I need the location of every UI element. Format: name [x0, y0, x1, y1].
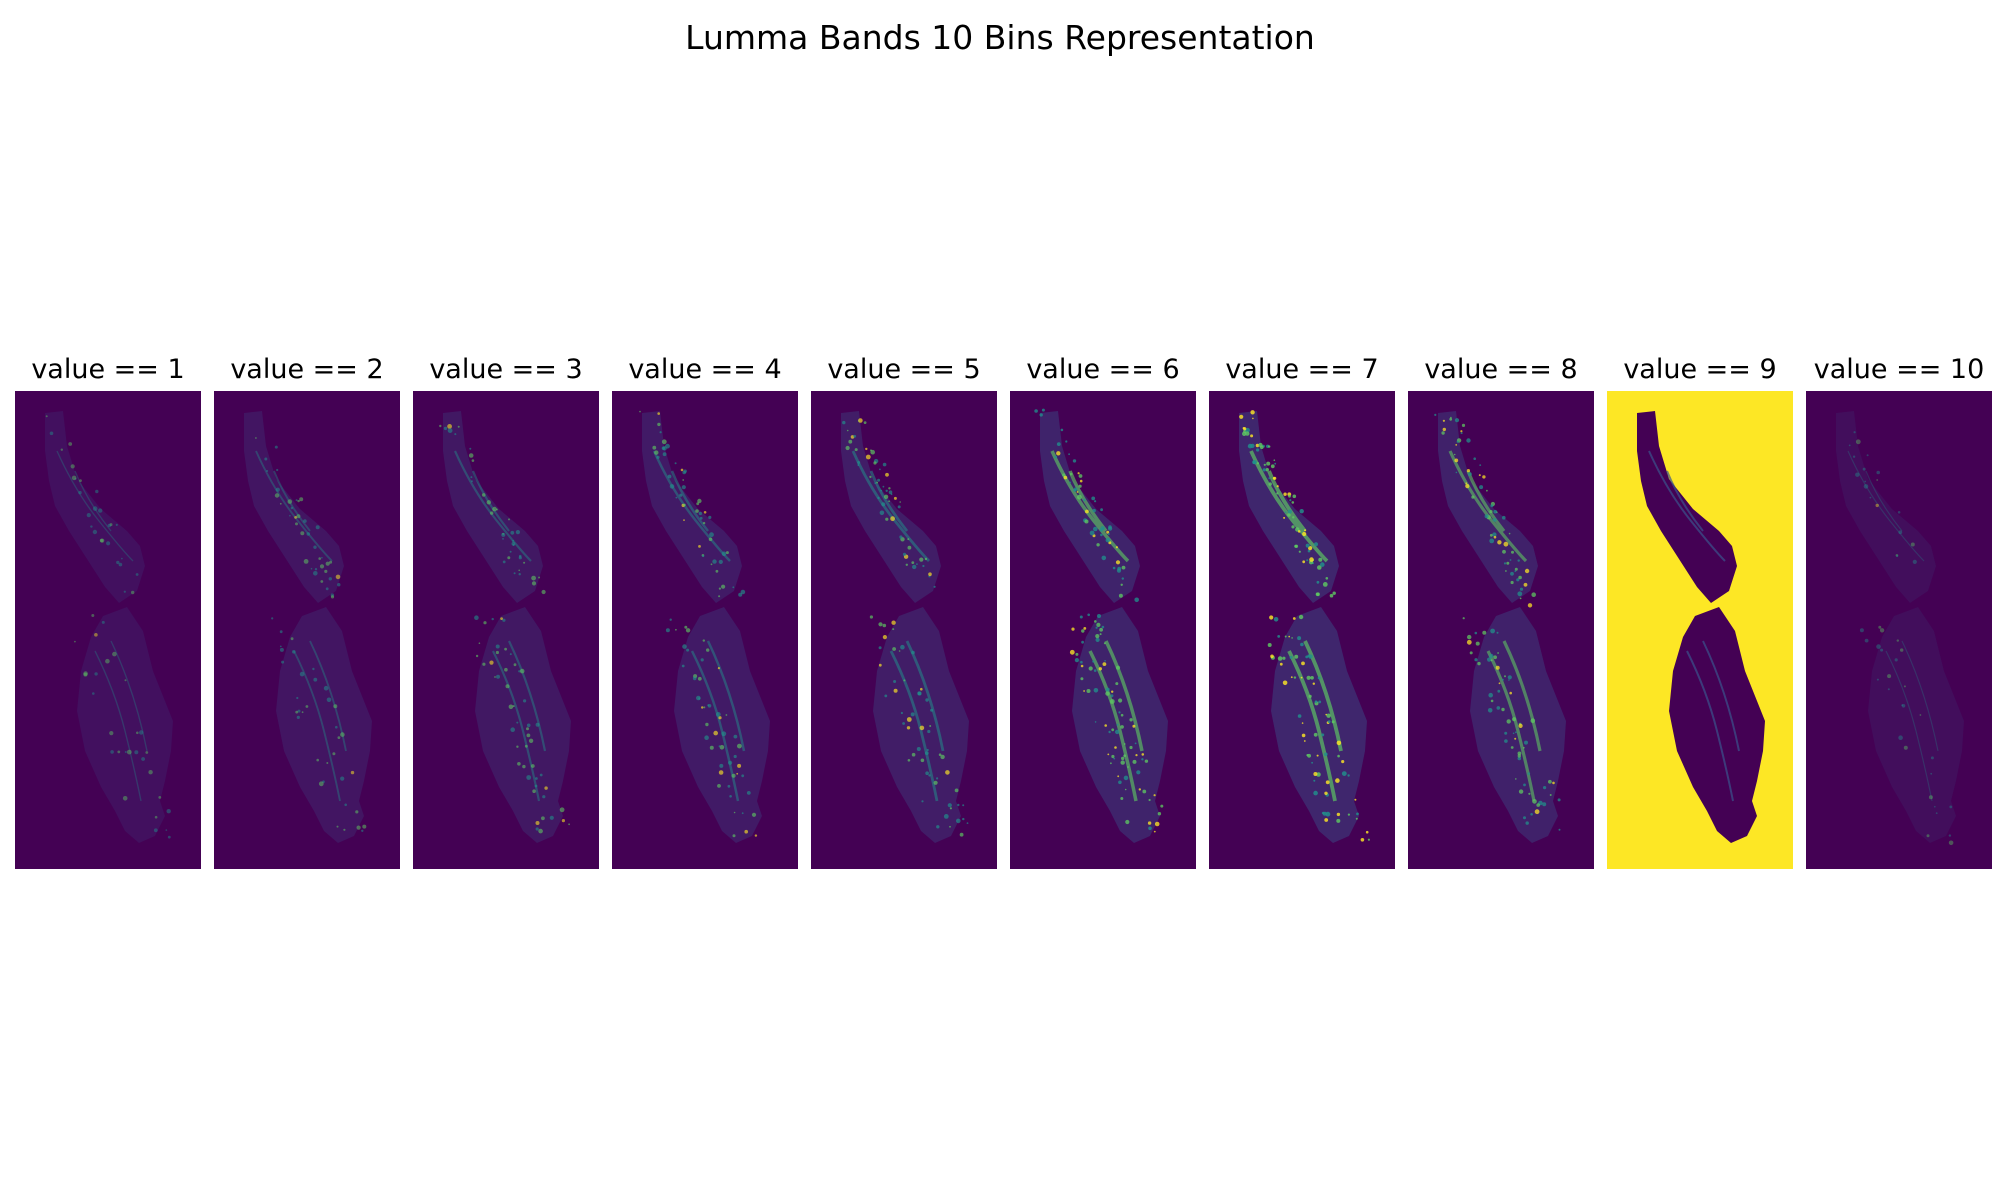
- tissue-upper: [244, 411, 344, 603]
- tissue-lower: [1868, 607, 1964, 843]
- speckle-layer: [1848, 431, 1954, 846]
- speckle-layer: [1034, 408, 1164, 833]
- speckle-layer: [45, 415, 171, 839]
- tissue-upper: [1637, 411, 1737, 603]
- mask-background: [612, 391, 798, 869]
- mask-background: [811, 391, 997, 869]
- speckle-layer: [1434, 413, 1561, 831]
- speckle-layer: [255, 437, 367, 832]
- tissue-texture: [56, 450, 148, 802]
- mask-background: [413, 391, 599, 869]
- panel-title: value == 9: [1623, 354, 1777, 385]
- panel-6: value == 6: [1010, 352, 1196, 869]
- tissue-texture: [1847, 450, 1939, 802]
- mask-image: [1607, 391, 1793, 869]
- panel-7: value == 7: [1209, 352, 1395, 869]
- mask-image: [612, 391, 798, 869]
- mask-image: [1209, 391, 1395, 869]
- panel-10: value == 10: [1806, 352, 1992, 869]
- mask-background: [1010, 391, 1196, 869]
- speckle-layer: [842, 418, 969, 837]
- panel-title: value == 10: [1813, 354, 1985, 385]
- mask-image: [15, 391, 201, 869]
- tissue-lower: [77, 607, 173, 843]
- mask-image: [1408, 391, 1594, 869]
- mask-background: [1806, 391, 1992, 869]
- mask-background: [1408, 391, 1594, 869]
- panel-title: value == 7: [1225, 354, 1379, 385]
- tissue-upper: [1836, 411, 1936, 603]
- speckle-layer: [439, 424, 570, 834]
- panel-title: value == 6: [1026, 354, 1180, 385]
- panel-title: value == 3: [429, 354, 583, 385]
- speckle-layer: [1239, 410, 1370, 842]
- tissue-texture: [1648, 450, 1740, 802]
- mask-image: [811, 391, 997, 869]
- panel-title: value == 5: [827, 354, 981, 385]
- panel-title: value == 8: [1424, 354, 1578, 385]
- figure-title: Lumma Bands 10 Bins Representation: [685, 18, 1315, 57]
- tissue-texture: [1448, 450, 1542, 802]
- mask-background: [1209, 391, 1395, 869]
- panel-title: value == 2: [230, 354, 384, 385]
- tissue-upper: [642, 411, 742, 603]
- tissue-lower: [475, 607, 571, 843]
- tissue-lower: [1669, 607, 1765, 843]
- tissue-texture: [851, 450, 945, 802]
- mask-image: [413, 391, 599, 869]
- mask-background: [15, 391, 201, 869]
- panel-1: value == 1: [15, 352, 201, 869]
- tissue-texture: [652, 450, 746, 802]
- panel-title: value == 4: [628, 354, 782, 385]
- panel-title: value == 1: [31, 354, 185, 385]
- mask-image: [1806, 391, 1992, 869]
- panel-8: value == 8: [1408, 352, 1594, 869]
- panel-9: value == 9: [1607, 352, 1793, 869]
- speckle-layer: [639, 410, 758, 838]
- tissue-lower: [674, 607, 770, 843]
- panel-4: value == 4: [612, 352, 798, 869]
- mask-image: [1010, 391, 1196, 869]
- tissue-texture: [1050, 450, 1144, 802]
- panel-2: value == 2: [214, 352, 400, 869]
- tissue-upper: [443, 411, 543, 603]
- tissue-texture: [1249, 450, 1343, 802]
- panel-5: value == 5: [811, 352, 997, 869]
- mask-background: [214, 391, 400, 869]
- tissue-lower: [276, 607, 372, 843]
- panel-3: value == 3: [413, 352, 599, 869]
- tissue-upper: [45, 411, 145, 603]
- mask-image: [214, 391, 400, 869]
